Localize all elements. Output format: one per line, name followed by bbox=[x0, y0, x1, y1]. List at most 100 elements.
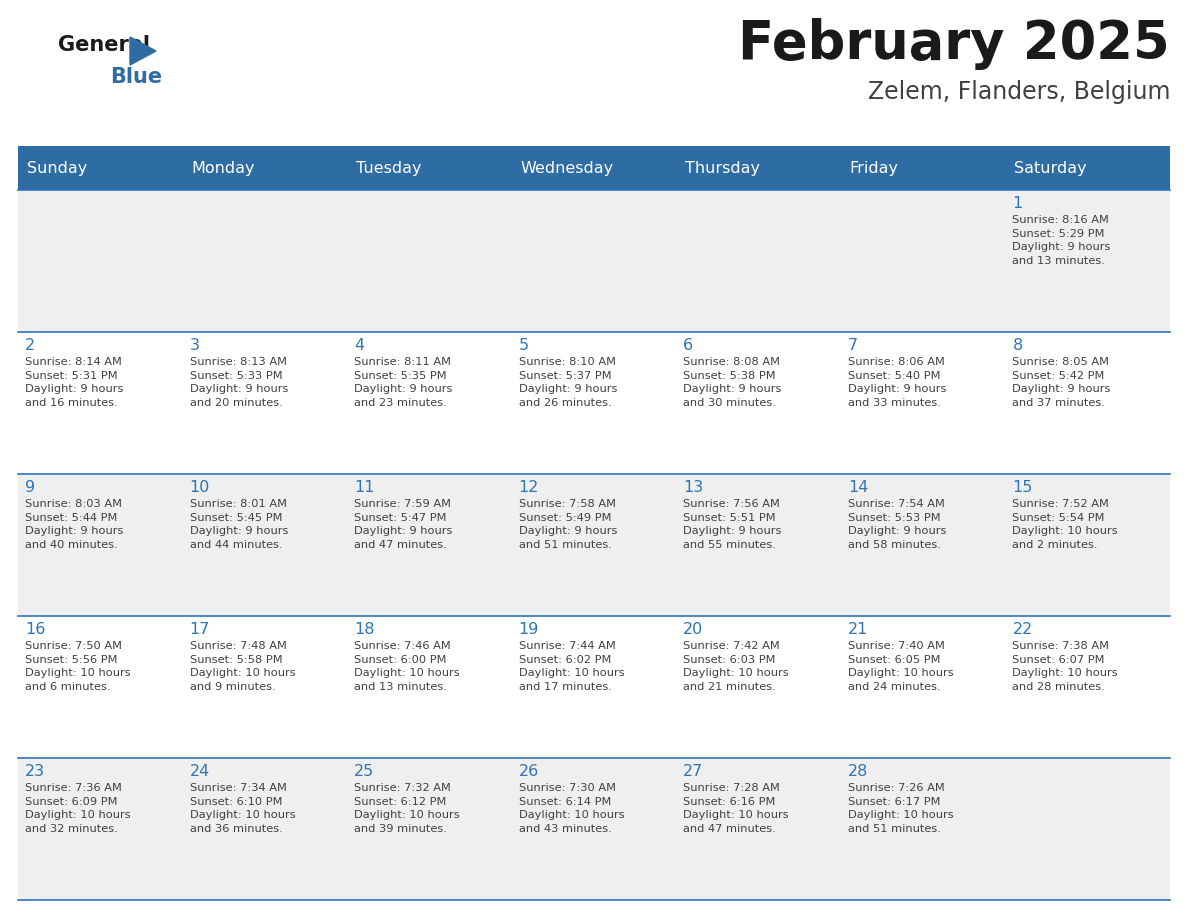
Text: 19: 19 bbox=[519, 622, 539, 637]
Text: 7: 7 bbox=[848, 338, 858, 353]
Text: Sunrise: 7:28 AM
Sunset: 6:16 PM
Daylight: 10 hours
and 47 minutes.: Sunrise: 7:28 AM Sunset: 6:16 PM Dayligh… bbox=[683, 783, 789, 834]
Text: Sunrise: 7:54 AM
Sunset: 5:53 PM
Daylight: 9 hours
and 58 minutes.: Sunrise: 7:54 AM Sunset: 5:53 PM Dayligh… bbox=[848, 499, 946, 550]
Text: Sunrise: 7:40 AM
Sunset: 6:05 PM
Daylight: 10 hours
and 24 minutes.: Sunrise: 7:40 AM Sunset: 6:05 PM Dayligh… bbox=[848, 641, 954, 692]
Bar bbox=[676, 616, 841, 758]
Text: Sunrise: 7:36 AM
Sunset: 6:09 PM
Daylight: 10 hours
and 32 minutes.: Sunrise: 7:36 AM Sunset: 6:09 PM Dayligh… bbox=[25, 783, 131, 834]
Text: 5: 5 bbox=[519, 338, 529, 353]
Text: 20: 20 bbox=[683, 622, 703, 637]
Bar bbox=[676, 758, 841, 900]
Text: 23: 23 bbox=[25, 764, 45, 779]
Bar bbox=[18, 758, 183, 900]
Bar bbox=[1005, 190, 1170, 332]
Text: 25: 25 bbox=[354, 764, 374, 779]
Text: 10: 10 bbox=[190, 480, 210, 495]
Text: 16: 16 bbox=[25, 622, 45, 637]
Bar bbox=[183, 616, 347, 758]
Bar bbox=[512, 148, 676, 190]
Bar bbox=[18, 146, 1170, 152]
Bar bbox=[183, 190, 347, 332]
Text: Sunrise: 8:05 AM
Sunset: 5:42 PM
Daylight: 9 hours
and 37 minutes.: Sunrise: 8:05 AM Sunset: 5:42 PM Dayligh… bbox=[1012, 357, 1111, 408]
Bar bbox=[347, 758, 512, 900]
Text: Sunrise: 7:46 AM
Sunset: 6:00 PM
Daylight: 10 hours
and 13 minutes.: Sunrise: 7:46 AM Sunset: 6:00 PM Dayligh… bbox=[354, 641, 460, 692]
Text: Tuesday: Tuesday bbox=[356, 162, 422, 176]
Bar bbox=[512, 332, 676, 474]
Bar bbox=[841, 190, 1005, 332]
Bar bbox=[841, 758, 1005, 900]
Text: 22: 22 bbox=[1012, 622, 1032, 637]
Text: Sunrise: 8:10 AM
Sunset: 5:37 PM
Daylight: 9 hours
and 26 minutes.: Sunrise: 8:10 AM Sunset: 5:37 PM Dayligh… bbox=[519, 357, 617, 408]
Text: Sunrise: 8:11 AM
Sunset: 5:35 PM
Daylight: 9 hours
and 23 minutes.: Sunrise: 8:11 AM Sunset: 5:35 PM Dayligh… bbox=[354, 357, 453, 408]
Text: 4: 4 bbox=[354, 338, 365, 353]
Text: Sunrise: 7:58 AM
Sunset: 5:49 PM
Daylight: 9 hours
and 51 minutes.: Sunrise: 7:58 AM Sunset: 5:49 PM Dayligh… bbox=[519, 499, 617, 550]
Text: 12: 12 bbox=[519, 480, 539, 495]
Bar bbox=[1005, 616, 1170, 758]
Text: Blue: Blue bbox=[110, 67, 162, 87]
Text: Sunrise: 8:08 AM
Sunset: 5:38 PM
Daylight: 9 hours
and 30 minutes.: Sunrise: 8:08 AM Sunset: 5:38 PM Dayligh… bbox=[683, 357, 782, 408]
Text: Sunrise: 8:16 AM
Sunset: 5:29 PM
Daylight: 9 hours
and 13 minutes.: Sunrise: 8:16 AM Sunset: 5:29 PM Dayligh… bbox=[1012, 215, 1111, 266]
Bar bbox=[676, 474, 841, 616]
Bar bbox=[347, 616, 512, 758]
Text: Saturday: Saturday bbox=[1015, 162, 1087, 176]
Text: Sunrise: 7:52 AM
Sunset: 5:54 PM
Daylight: 10 hours
and 2 minutes.: Sunrise: 7:52 AM Sunset: 5:54 PM Dayligh… bbox=[1012, 499, 1118, 550]
Text: Wednesday: Wednesday bbox=[520, 162, 614, 176]
Bar bbox=[512, 758, 676, 900]
Bar bbox=[676, 190, 841, 332]
Text: Sunrise: 7:50 AM
Sunset: 5:56 PM
Daylight: 10 hours
and 6 minutes.: Sunrise: 7:50 AM Sunset: 5:56 PM Dayligh… bbox=[25, 641, 131, 692]
Text: Sunrise: 7:59 AM
Sunset: 5:47 PM
Daylight: 9 hours
and 47 minutes.: Sunrise: 7:59 AM Sunset: 5:47 PM Dayligh… bbox=[354, 499, 453, 550]
Text: Sunrise: 7:42 AM
Sunset: 6:03 PM
Daylight: 10 hours
and 21 minutes.: Sunrise: 7:42 AM Sunset: 6:03 PM Dayligh… bbox=[683, 641, 789, 692]
Text: 28: 28 bbox=[848, 764, 868, 779]
Bar bbox=[18, 616, 183, 758]
Text: Sunrise: 7:30 AM
Sunset: 6:14 PM
Daylight: 10 hours
and 43 minutes.: Sunrise: 7:30 AM Sunset: 6:14 PM Dayligh… bbox=[519, 783, 625, 834]
Bar bbox=[512, 474, 676, 616]
Text: 27: 27 bbox=[683, 764, 703, 779]
Text: Sunrise: 8:14 AM
Sunset: 5:31 PM
Daylight: 9 hours
and 16 minutes.: Sunrise: 8:14 AM Sunset: 5:31 PM Dayligh… bbox=[25, 357, 124, 408]
Bar bbox=[1005, 148, 1170, 190]
Text: February 2025: February 2025 bbox=[739, 18, 1170, 70]
Bar bbox=[183, 148, 347, 190]
Text: 24: 24 bbox=[190, 764, 210, 779]
Text: Thursday: Thursday bbox=[685, 162, 760, 176]
Text: Sunrise: 7:44 AM
Sunset: 6:02 PM
Daylight: 10 hours
and 17 minutes.: Sunrise: 7:44 AM Sunset: 6:02 PM Dayligh… bbox=[519, 641, 625, 692]
Text: Sunrise: 7:48 AM
Sunset: 5:58 PM
Daylight: 10 hours
and 9 minutes.: Sunrise: 7:48 AM Sunset: 5:58 PM Dayligh… bbox=[190, 641, 295, 692]
Bar bbox=[18, 148, 183, 190]
Text: Sunrise: 7:56 AM
Sunset: 5:51 PM
Daylight: 9 hours
and 55 minutes.: Sunrise: 7:56 AM Sunset: 5:51 PM Dayligh… bbox=[683, 499, 782, 550]
Text: Sunrise: 8:13 AM
Sunset: 5:33 PM
Daylight: 9 hours
and 20 minutes.: Sunrise: 8:13 AM Sunset: 5:33 PM Dayligh… bbox=[190, 357, 287, 408]
Text: 11: 11 bbox=[354, 480, 374, 495]
Bar bbox=[18, 190, 183, 332]
Text: 15: 15 bbox=[1012, 480, 1032, 495]
Bar bbox=[183, 474, 347, 616]
Text: Zelem, Flanders, Belgium: Zelem, Flanders, Belgium bbox=[867, 80, 1170, 104]
Bar bbox=[841, 474, 1005, 616]
Bar bbox=[676, 332, 841, 474]
Text: Friday: Friday bbox=[849, 162, 899, 176]
Bar bbox=[512, 616, 676, 758]
Bar bbox=[347, 190, 512, 332]
Text: Sunrise: 7:38 AM
Sunset: 6:07 PM
Daylight: 10 hours
and 28 minutes.: Sunrise: 7:38 AM Sunset: 6:07 PM Dayligh… bbox=[1012, 641, 1118, 692]
Text: Sunrise: 8:01 AM
Sunset: 5:45 PM
Daylight: 9 hours
and 44 minutes.: Sunrise: 8:01 AM Sunset: 5:45 PM Dayligh… bbox=[190, 499, 287, 550]
Bar bbox=[347, 148, 512, 190]
Text: 14: 14 bbox=[848, 480, 868, 495]
Text: 1: 1 bbox=[1012, 196, 1023, 211]
Text: 2: 2 bbox=[25, 338, 36, 353]
Text: Sunrise: 7:26 AM
Sunset: 6:17 PM
Daylight: 10 hours
and 51 minutes.: Sunrise: 7:26 AM Sunset: 6:17 PM Dayligh… bbox=[848, 783, 954, 834]
Bar bbox=[1005, 758, 1170, 900]
Text: 13: 13 bbox=[683, 480, 703, 495]
Bar bbox=[676, 148, 841, 190]
Bar bbox=[347, 474, 512, 616]
Text: 17: 17 bbox=[190, 622, 210, 637]
Bar bbox=[18, 332, 183, 474]
Text: 8: 8 bbox=[1012, 338, 1023, 353]
Text: 6: 6 bbox=[683, 338, 694, 353]
Bar bbox=[841, 332, 1005, 474]
Bar bbox=[512, 190, 676, 332]
Text: 26: 26 bbox=[519, 764, 539, 779]
Text: Sunrise: 8:06 AM
Sunset: 5:40 PM
Daylight: 9 hours
and 33 minutes.: Sunrise: 8:06 AM Sunset: 5:40 PM Dayligh… bbox=[848, 357, 946, 408]
Bar bbox=[1005, 474, 1170, 616]
Text: 3: 3 bbox=[190, 338, 200, 353]
Text: 21: 21 bbox=[848, 622, 868, 637]
Text: 18: 18 bbox=[354, 622, 374, 637]
Bar bbox=[1005, 332, 1170, 474]
Text: Sunrise: 8:03 AM
Sunset: 5:44 PM
Daylight: 9 hours
and 40 minutes.: Sunrise: 8:03 AM Sunset: 5:44 PM Dayligh… bbox=[25, 499, 124, 550]
Bar bbox=[18, 474, 183, 616]
Text: Monday: Monday bbox=[191, 162, 255, 176]
